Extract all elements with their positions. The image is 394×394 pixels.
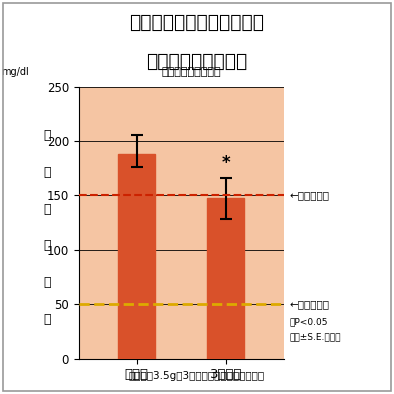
- Text: 肪: 肪: [43, 312, 51, 325]
- Text: mg/dl: mg/dl: [1, 67, 29, 77]
- Text: 中: 中: [43, 203, 51, 216]
- Text: ←基準値上限: ←基準値上限: [289, 190, 329, 201]
- Text: ←基準値下限: ←基準値下限: [289, 299, 329, 309]
- Text: 血中中性脂肪の変化: 血中中性脂肪の変化: [147, 52, 247, 71]
- Bar: [207, 198, 245, 359]
- Text: ＊P<0.05: ＊P<0.05: [289, 317, 328, 326]
- Text: *: *: [221, 154, 230, 171]
- Text: 弊社研究開発室にて行った: 弊社研究開発室にて行った: [130, 13, 264, 32]
- Text: 血: 血: [43, 129, 51, 142]
- Text: 高麗紅参3.5gの3週間連続摂取試験を行った: 高麗紅参3.5gの3週間連続摂取試験を行った: [129, 371, 265, 381]
- Text: 平均±S.E.で表示: 平均±S.E.で表示: [289, 332, 341, 341]
- Text: 血中中性脂肪の変化: 血中中性脂肪の変化: [162, 67, 221, 77]
- Text: 脂: 脂: [43, 276, 51, 289]
- Text: 中: 中: [43, 166, 51, 179]
- Text: 性: 性: [43, 239, 51, 252]
- Bar: [118, 154, 155, 359]
